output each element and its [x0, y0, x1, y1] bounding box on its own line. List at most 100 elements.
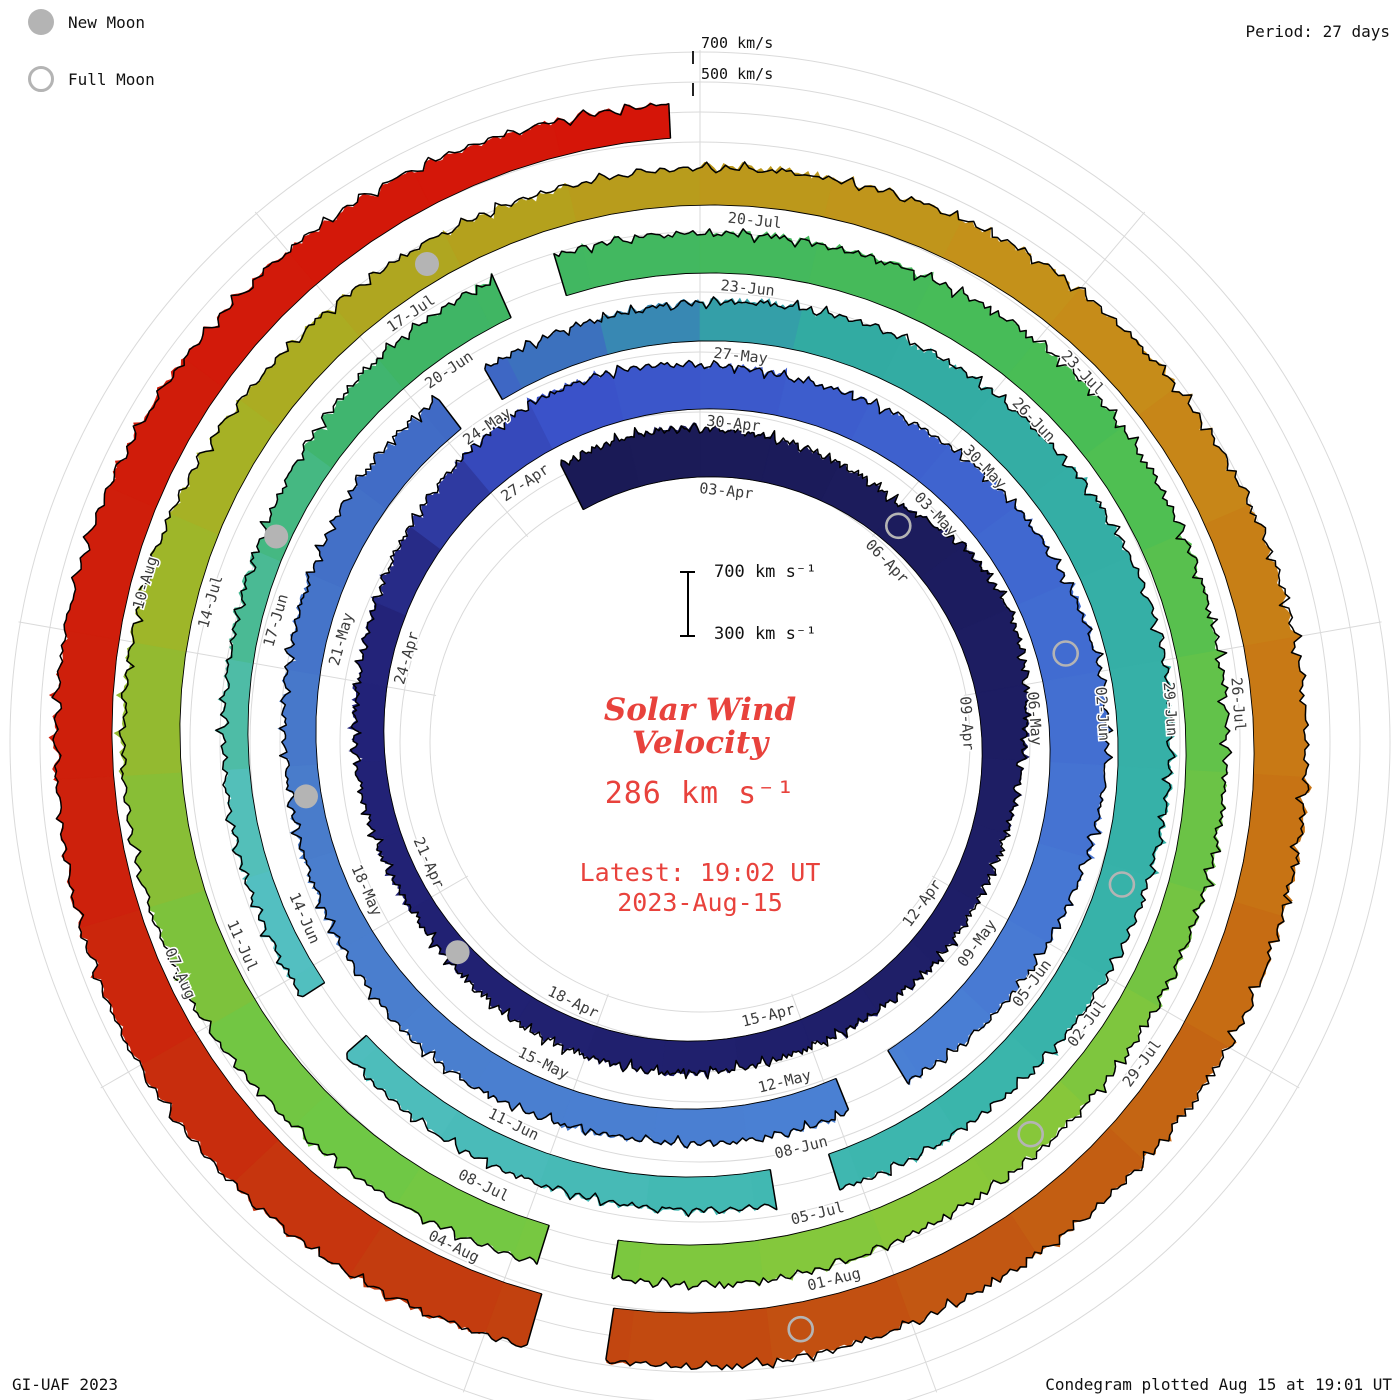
velocity-band-segment [352, 759, 401, 840]
velocity-band-segment [113, 641, 187, 777]
chart-title-line1: Solar Wind [603, 692, 797, 728]
band-outer-edge [484, 296, 1176, 1191]
grid-spoke [931, 875, 1300, 1089]
velocity-band-segment [1184, 901, 1285, 1048]
band-inner-edge [502, 340, 1119, 1155]
full-moon-marker [1108, 871, 1136, 898]
grid-circle-label-700: 700 km/s [701, 34, 774, 52]
velocity-scalebar [687, 572, 689, 636]
full-moon-marker [1052, 640, 1079, 667]
latest-timestamp: Latest: 19:02 UT 2023-Aug-15 [580, 858, 821, 917]
velocity-band-segment [442, 182, 578, 268]
latest-date: 2023-Aug-15 [617, 887, 783, 917]
band-end-cap [536, 1225, 550, 1265]
chart-title-line2: Velocity [631, 725, 769, 762]
new-moon-marker [445, 940, 470, 965]
velocity-band-segment [306, 486, 387, 589]
velocity-band-segment [800, 986, 879, 1050]
velocity-band-segment [1037, 762, 1107, 859]
date-label: 08-Jun [773, 1132, 830, 1163]
band-end-cap [668, 103, 672, 139]
date-label: 27-May [713, 344, 769, 368]
velocity-band-segment [560, 432, 640, 511]
grid-spoke [963, 621, 1382, 696]
band-outer-edge [349, 359, 1114, 1085]
new-moon-label: New Moon [68, 12, 146, 32]
period-label: Period: 27 days [1245, 22, 1391, 41]
velocity-band-segment [340, 930, 428, 1026]
band-end-cap [605, 1307, 615, 1360]
legend-full-moon: Full Moon [28, 66, 155, 92]
band-end-cap [302, 982, 326, 998]
velocity-band-segment [613, 360, 701, 421]
band-inner-edge [179, 204, 1255, 1314]
band-end-cap [560, 464, 584, 511]
velocity-band-segment [567, 166, 701, 223]
date-label: 29-Jun [1160, 681, 1182, 736]
band-end-cap [346, 1034, 367, 1053]
velocity-band-segment [585, 1026, 666, 1075]
plot-footer: Condegram plotted Aug 15 at 19:01 UT [1045, 1375, 1392, 1394]
band-end-cap [611, 1239, 619, 1279]
band-outer-edge [278, 394, 850, 1149]
velocity-band-segment [355, 409, 448, 510]
velocity-band-segment [626, 1307, 774, 1371]
band-end-cap [827, 1153, 841, 1191]
new-moon-marker [264, 524, 289, 549]
band-outer-edge [51, 102, 670, 1348]
velocity-band-segment [221, 767, 271, 880]
date-label: 02-Jun [1092, 686, 1114, 741]
grid-circle-tick-700 [692, 51, 694, 64]
date-label: 23-Jun [720, 276, 776, 300]
full-moon-label: Full Moon [68, 69, 155, 89]
velocity-band-segment [1176, 650, 1232, 774]
band-inner-edge [566, 272, 1187, 1246]
band-outer-edge [346, 1051, 778, 1218]
band-end-cap [438, 399, 462, 430]
band-end-cap [484, 368, 503, 401]
date-label: 09-Apr [956, 696, 978, 751]
credit-label: GI-UAF 2023 [12, 1375, 118, 1394]
velocity-band-segment [699, 361, 788, 416]
band-inner-edge [111, 137, 671, 1295]
velocity-scalebar-cap-bottom [680, 635, 695, 637]
band-outer-edge [118, 161, 1310, 1371]
full-moon-marker [1017, 1120, 1044, 1148]
band-end-cap [553, 253, 568, 296]
velocity-band-segment [1233, 773, 1312, 918]
band-outer-edge [553, 228, 1233, 1291]
band-outer-edge [215, 273, 493, 998]
date-label: 03-Apr [698, 479, 754, 503]
velocity-band [48, 102, 1312, 1371]
full-moon-marker [884, 512, 912, 540]
moon-markers [264, 252, 1136, 1343]
velocity-band-segment [1204, 504, 1303, 647]
current-velocity-value: 286 km s⁻¹ [604, 776, 796, 811]
velocity-band-segment [408, 896, 477, 973]
velocity-band-segment [636, 1239, 764, 1289]
velocity-band-segment [823, 176, 963, 259]
band-end-cap [835, 1078, 850, 1110]
velocity-band-segment [972, 758, 1025, 835]
velocity-band-segment [847, 1099, 957, 1184]
full-moon-icon [28, 66, 54, 92]
scalebar-label-300: 300 km s⁻¹ [714, 624, 817, 644]
date-label: 20-Jul [727, 209, 783, 233]
date-label: 30-Apr [706, 412, 762, 436]
band-inner-edge [366, 1035, 771, 1178]
scalebar-label-700: 700 km s⁻¹ [714, 562, 817, 582]
band-inner-edge [247, 317, 512, 983]
band-end-cap [769, 1169, 778, 1210]
date-label: 26-Jul [1227, 677, 1249, 732]
velocity-band-segment [765, 1274, 912, 1368]
velocity-band-segment [699, 296, 803, 350]
velocity-band-segment [699, 228, 819, 284]
velocity-band-segment [1243, 635, 1310, 778]
velocity-band-segment [346, 681, 388, 763]
grid-circle-tick-500 [692, 83, 694, 96]
band-inner-edge [315, 428, 837, 1110]
band-end-cap [490, 273, 512, 318]
new-moon-marker [415, 252, 439, 276]
